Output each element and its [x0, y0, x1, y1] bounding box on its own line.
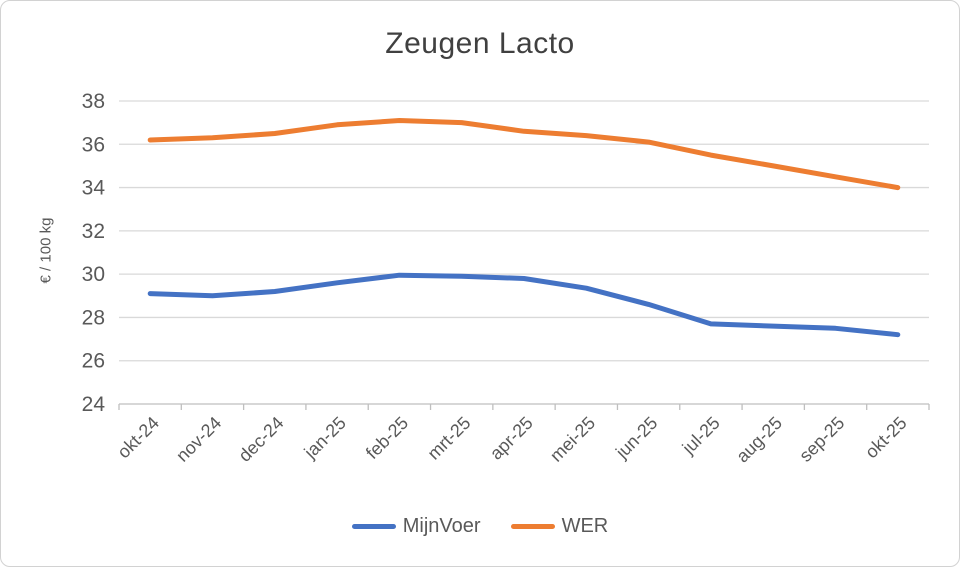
legend-label-wer: WER [561, 515, 609, 537]
series-line-mijnvoer [147, 272, 901, 338]
x-axis-tick-label: mei-25 [546, 413, 599, 466]
y-axis-tick-label: 30 [82, 263, 105, 286]
legend-item-wer: WER [510, 515, 609, 538]
legend-item-mijnvoer: MijnVoer [351, 515, 481, 538]
y-axis-tick-label: 36 [82, 133, 105, 156]
x-axis-tick-label: mrt-25 [424, 413, 475, 464]
mijnvoer-line-swatch [351, 524, 396, 529]
chart-legend: MijnVoer WER [1, 515, 959, 538]
x-axis-tick-label: okt-24 [113, 413, 163, 463]
legend-label-mijnvoer: MijnVoer [402, 515, 481, 537]
y-axis-tick-label: 34 [82, 177, 106, 200]
x-axis-tick-label: aug-25 [732, 413, 786, 467]
y-axis-tick-label: 32 [82, 220, 105, 243]
wer-line-swatch [510, 524, 555, 529]
y-axis-tick-label: 26 [82, 350, 105, 373]
x-axis-tick-label: jul-25 [678, 413, 724, 459]
x-axis-tick-label: nov-24 [172, 413, 225, 466]
x-axis-tick-label: jan-25 [300, 413, 350, 463]
x-axis-tick-label: dec-24 [235, 413, 288, 466]
x-axis-tick-label: apr-25 [486, 413, 537, 464]
x-axis-tick-label: okt-25 [861, 413, 911, 463]
y-axis-tick-label: 28 [82, 306, 105, 329]
x-axis-tick-label: jun-25 [611, 413, 661, 463]
chart-title: Zeugen Lacto [385, 27, 575, 60]
series-line-wer [147, 118, 901, 191]
y-axis-tick-label: 24 [82, 393, 106, 416]
x-axis-tick-label: sep-25 [795, 413, 848, 466]
y-axis-tick-label: 38 [82, 90, 105, 113]
x-axis-tick-label: feb-25 [362, 413, 412, 463]
